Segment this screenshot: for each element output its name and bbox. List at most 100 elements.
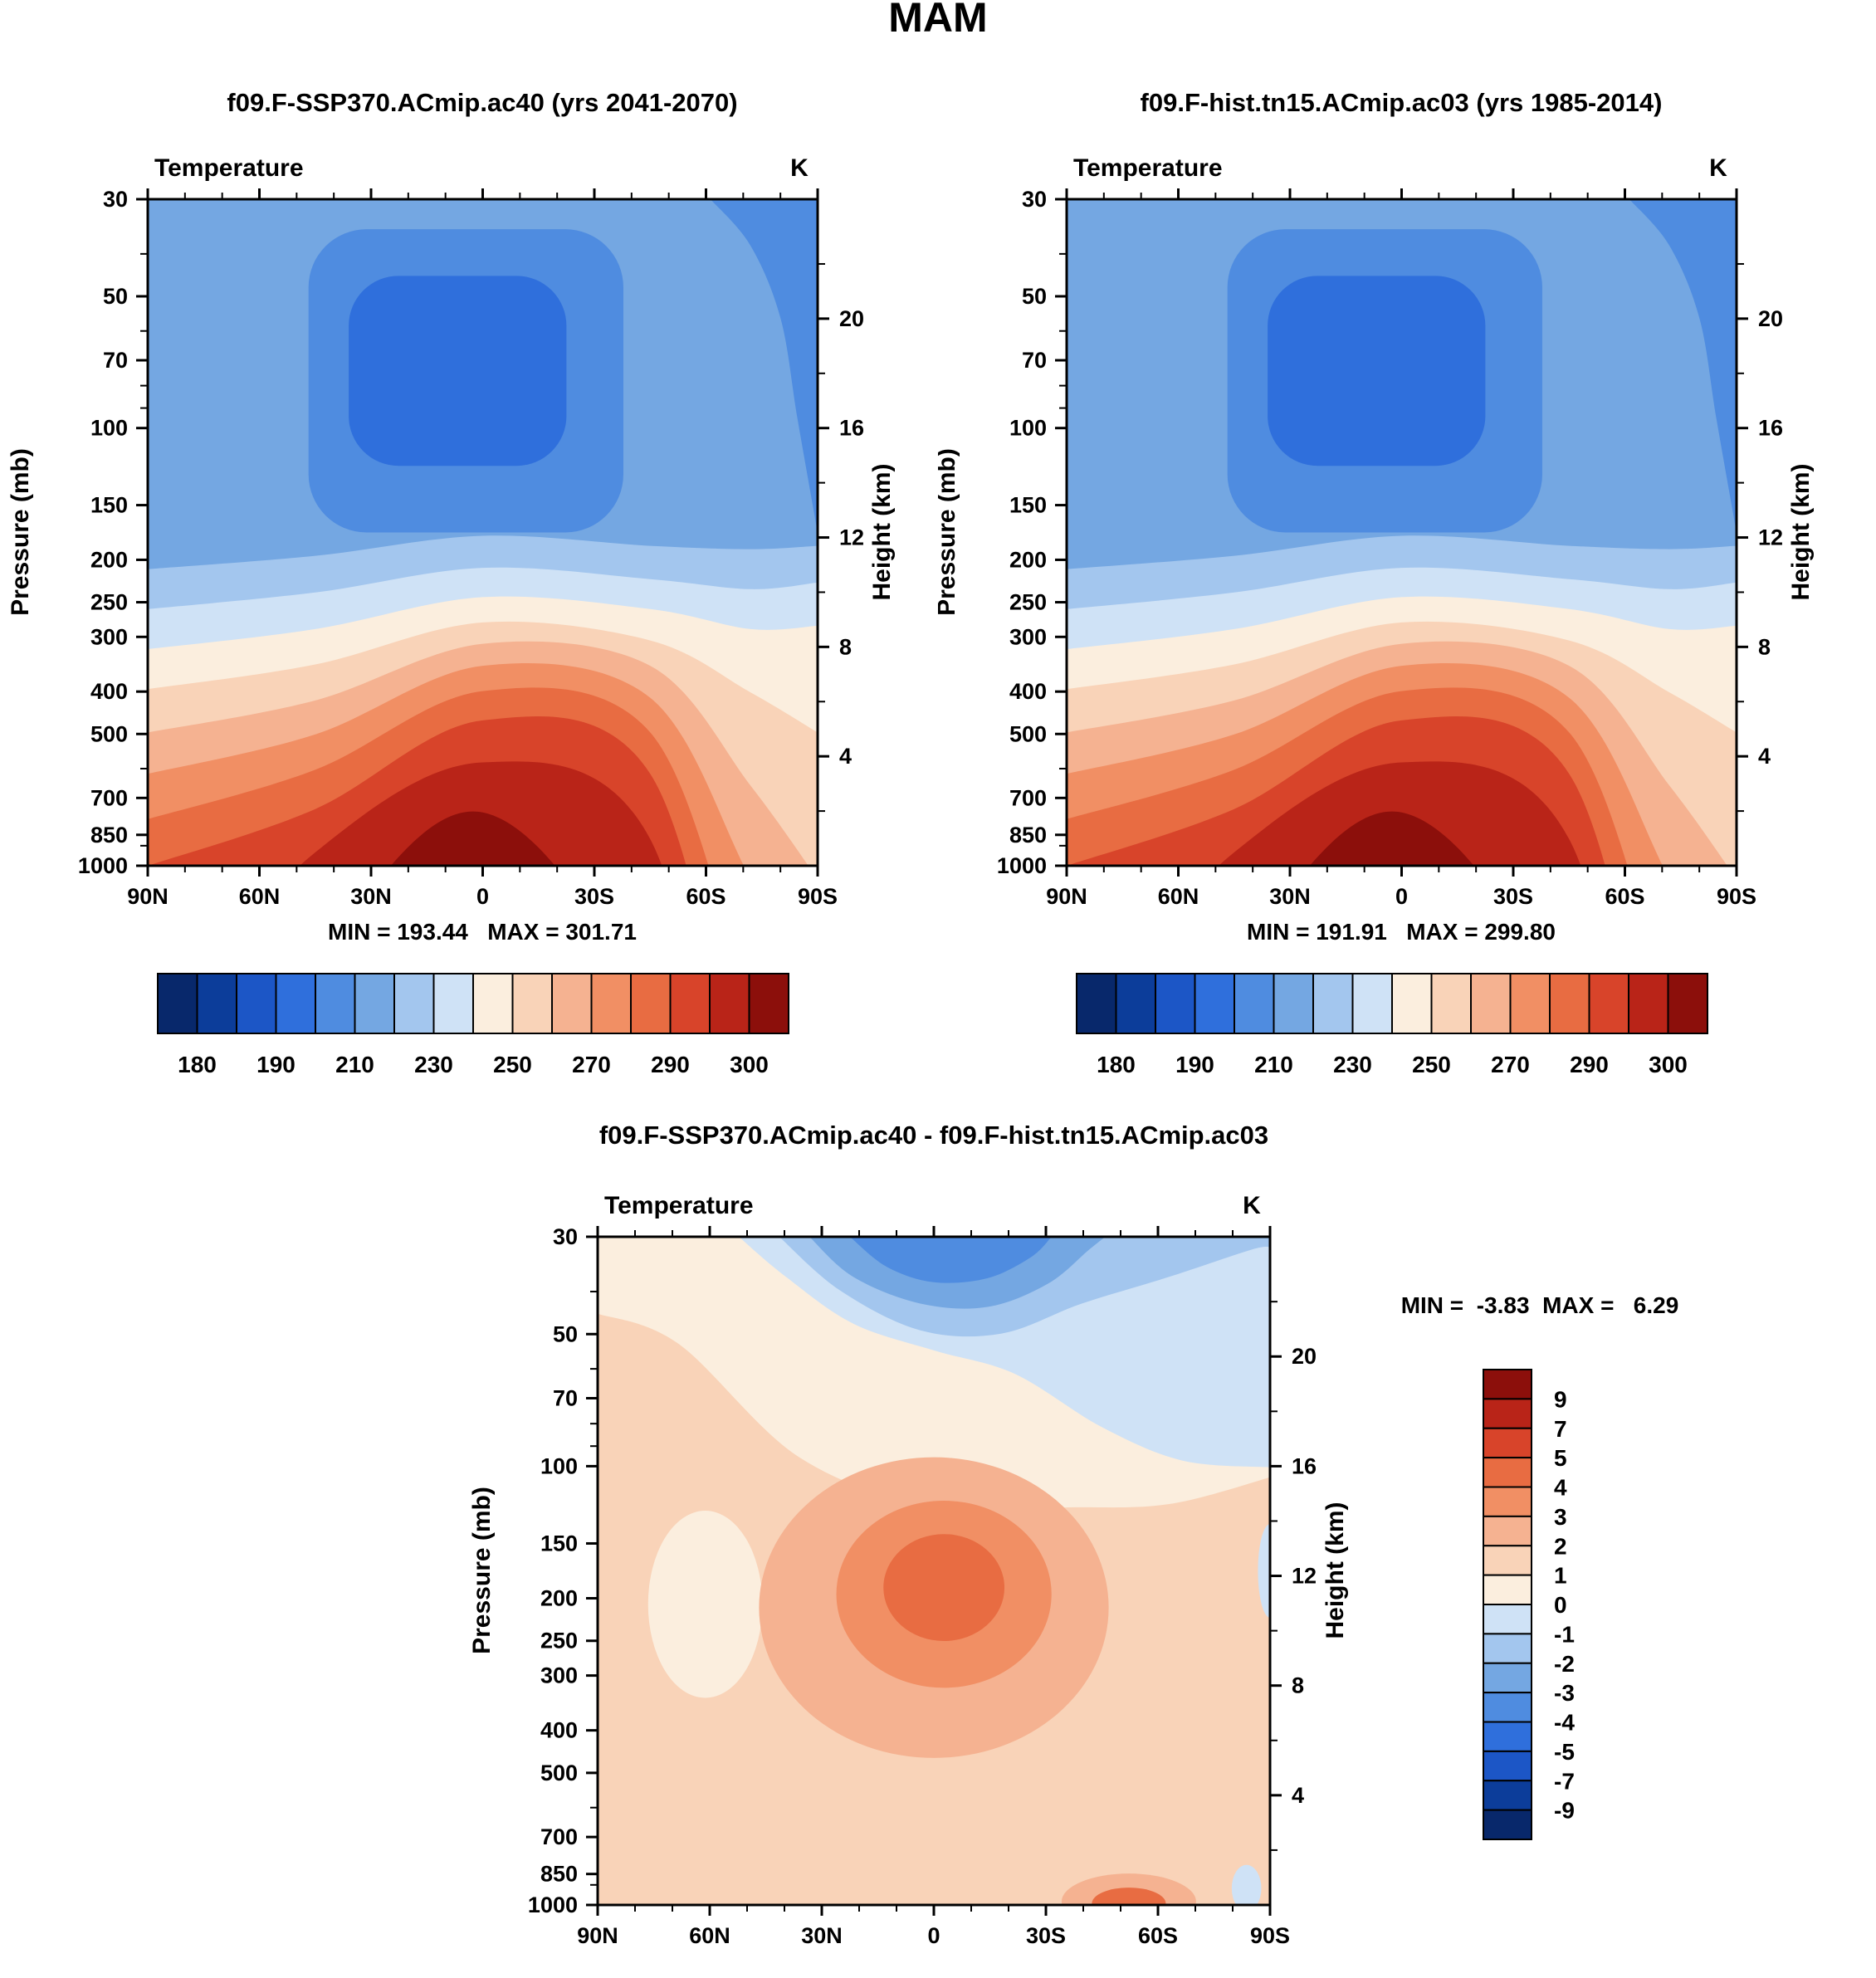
pressure-tick-label: 150 [90,493,128,518]
pressure-tick-label: 200 [1009,547,1047,572]
panel-scenario: 30 50 70 100 150 200 250 300 400 500 700 850 1000 20 1… [7,88,896,1077]
colorbar-cell [1483,1604,1532,1635]
pressure-tick-label: 700 [90,785,128,810]
pressure-axis-title: Pressure (mb) [938,448,960,616]
pressure-tick-label: 250 [540,1629,578,1653]
variable-label: Temperature [1073,154,1223,182]
pressure-tick-label: 150 [540,1531,578,1556]
colorbar-cell [748,973,789,1034]
height-axis-title: Height (km) [868,464,896,601]
colorbar-cell [1483,1574,1532,1605]
height-tick-label: 12 [1758,525,1783,550]
pressure-tick-label: 400 [90,679,128,704]
colorbar-label: 190 [256,1052,296,1077]
lat-tick-label: 30S [1493,884,1533,909]
height-tick-label: 20 [839,306,864,331]
pressure-tick-label: 850 [1009,823,1047,847]
colorbar-cell [157,973,198,1034]
pressure-tick-label: 50 [1022,284,1047,309]
colorbar-cell [590,973,632,1034]
height-tick-label: 16 [839,416,864,441]
height-tick-label: 4 [1292,1783,1304,1808]
colorbar-cell [1549,973,1590,1034]
lat-tick-label: 0 [476,884,489,909]
height-tick-label: 20 [1758,306,1783,331]
colorbar-cell [1509,973,1551,1034]
lat-tick-label: 60S [1605,884,1644,909]
colorbar-cell [1115,973,1156,1034]
lat-tick-label: 30N [1269,884,1311,909]
height-tick-label: 12 [1292,1564,1317,1589]
colorbar-cell [1234,973,1275,1034]
stats-label: MIN = 191.91 MAX = 299.80 [1247,919,1556,945]
colorbar-cell [1483,1780,1532,1811]
lat-tick-label: 60N [239,884,281,909]
colorbar-cell [1483,1545,1532,1576]
colorbar-label: 250 [1412,1052,1451,1077]
colorbar: 180 190 210 230 250 270 290 300 [1076,973,1708,1077]
units-label: K [1709,154,1727,182]
lat-tick-label: 30S [574,884,614,909]
pressure-tick-label: 100 [1009,416,1047,441]
colorbar-label: 230 [1333,1052,1372,1077]
pressure-tick-label: 500 [90,721,128,746]
lat-tick-label: 30N [801,1923,843,1948]
height-axis-title: Height (km) [1322,1502,1349,1639]
colorbar-label: 180 [178,1052,217,1077]
colorbar-label: 270 [1491,1052,1530,1077]
colorbar-cell [393,973,435,1034]
colorbar-cell [1483,1457,1532,1488]
colorbar-cell [196,973,237,1034]
contour-neutral-pocket [647,1511,763,1698]
contour-band [1309,811,1474,866]
pressure-tick-label: 300 [1009,624,1047,649]
panel-difference: 3050701001502002503004005007008501000201… [468,1121,1679,1948]
pressure-axis-title: Pressure (mb) [468,1487,496,1654]
colorbar-label: -1 [1554,1621,1575,1647]
height-tick-label: 4 [1758,744,1771,769]
colorbar-label: 230 [414,1052,453,1077]
colorbar-cell [432,973,474,1034]
colorbar-label: 290 [651,1052,690,1077]
variable-label: Temperature [154,154,304,182]
colorbar-label: 190 [1175,1052,1214,1077]
colorbar-label: 250 [493,1052,532,1077]
contour-cold-tongue [710,199,818,533]
colorbar-cell [630,973,672,1034]
colorbar-cell [1588,973,1629,1034]
panel-title: f09.F-SSP370.ACmip.ac40 (yrs 2041-2070) [227,88,737,117]
pressure-tick-label: 150 [1009,493,1047,518]
lat-tick-label: 60S [1138,1923,1178,1948]
colorbar-label: 210 [335,1052,374,1077]
stats-label: MIN = -3.83 MAX = 6.29 [1401,1292,1679,1318]
pressure-tick-label: 70 [1022,348,1047,373]
pressure-tick-label: 1000 [528,1893,578,1917]
colorbar-label: 300 [1649,1052,1688,1077]
contour-edge-sliver [1258,1524,1270,1618]
colorbar-cell [1483,1692,1532,1723]
pressure-tick-label: 300 [90,624,128,649]
colorbar-label: 3 [1554,1504,1567,1530]
colorbar-label: 300 [730,1052,769,1077]
lat-tick-label: 90S [1250,1923,1290,1948]
pressure-tick-label: 50 [553,1321,578,1346]
colorbar-label: -4 [1554,1710,1575,1736]
height-tick-label: 4 [839,744,852,769]
units-label: K [790,154,809,182]
pressure-tick-label: 1000 [997,853,1047,878]
colorbar-label: 210 [1254,1052,1293,1077]
pressure-tick-label: 700 [1009,785,1047,810]
colorbar-cell [1483,1427,1532,1459]
colorbar-cell [1483,1750,1532,1782]
lat-tick-label: 60N [689,1923,730,1948]
height-tick-label: 12 [839,525,864,550]
contour-cool-core [849,1237,1052,1283]
colorbar-cell [1483,1662,1532,1694]
pressure-tick-label: 1000 [78,853,128,878]
colorbar-label: -5 [1554,1739,1575,1765]
variable-label: Temperature [604,1192,754,1219]
pressure-tick-label: 70 [103,348,128,373]
colorbar-cell [669,973,711,1034]
contour-cold-core [349,276,567,466]
lat-tick-label: 30N [350,884,392,909]
